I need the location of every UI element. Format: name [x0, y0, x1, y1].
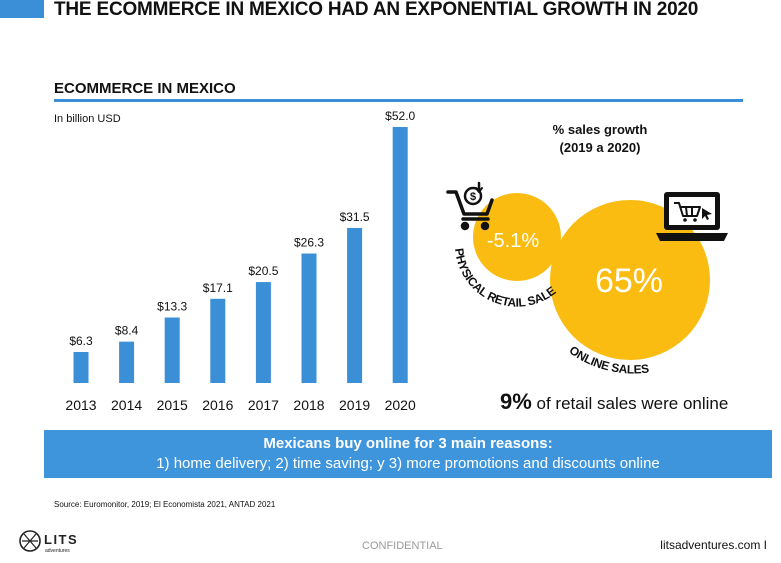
- x-tick-label-2019: 2019: [339, 397, 370, 413]
- bar-series: $6.3 2013 $8.4 2014 $13.3 2015 $17.1 2016 $20.5 2…: [65, 109, 416, 413]
- reasons-list: 1) home delivery; 2) time saving; y 3) m…: [156, 455, 660, 472]
- bar-2019: [347, 227, 363, 383]
- bar-2020: [392, 127, 408, 383]
- logo-subtext: adventures: [45, 548, 70, 554]
- x-tick-label-2013: 2013: [65, 397, 96, 413]
- laptop-cart-icon: [656, 192, 728, 241]
- bar-value-label-2013: $6.3: [69, 334, 93, 348]
- online-share-summary: 9% of retail sales were online: [500, 389, 728, 415]
- bar-value-label-2017: $20.5: [248, 264, 278, 278]
- bar-2016: [210, 298, 226, 383]
- x-tick-label-2014: 2014: [111, 397, 142, 413]
- lits-logo: LITS adventures: [18, 529, 108, 562]
- bar-value-label-2016: $17.1: [203, 281, 233, 295]
- bubble-chart: -5.1% 65% PHYSICAL RETAIL SALES ONLINE S…: [0, 0, 728, 377]
- shopping-cart-dollar-icon: $: [446, 181, 494, 231]
- x-tick-label-2017: 2017: [248, 397, 279, 413]
- confidential-label: CONFIDENTIAL: [362, 540, 443, 552]
- bubble-physical-value: -5.1%: [487, 230, 539, 252]
- bar-2014: [119, 341, 135, 383]
- svg-text:$: $: [470, 191, 476, 203]
- x-tick-label-2018: 2018: [293, 397, 324, 413]
- online-share-value: 9%: [500, 389, 532, 414]
- reasons-heading: Mexicans buy online for 3 main reasons:: [263, 435, 553, 452]
- online-share-text: of retail sales were online: [531, 394, 729, 413]
- bar-value-label-2020: $52.0: [385, 109, 415, 123]
- growth-title-line-1: % sales growth: [552, 122, 648, 137]
- title-accent-block: [0, 0, 44, 18]
- growth-title: % sales growth (2019 a 2020): [520, 121, 680, 157]
- x-tick-label-2020: 2020: [385, 397, 416, 413]
- bubble-online-value: 65%: [595, 262, 663, 300]
- logo-mark: LITS adventures: [19, 530, 78, 554]
- bar-2018: [301, 253, 317, 383]
- bar-2017: [255, 282, 271, 383]
- x-tick-label-2015: 2015: [157, 397, 188, 413]
- page-title: THE ECOMMERCE IN MEXICO HAD AN EXPONENTI…: [54, 0, 699, 20]
- reasons-banner: Mexicans buy online for 3 main reasons: …: [44, 430, 772, 478]
- bar-2013: [73, 351, 89, 383]
- bubble-physical-retail: [473, 193, 561, 281]
- website-link[interactable]: litsadventures.com I: [660, 538, 767, 552]
- bar-value-label-2019: $31.5: [340, 210, 370, 224]
- bar-value-label-2018: $26.3: [294, 236, 324, 250]
- bar-value-label-2015: $13.3: [157, 300, 187, 314]
- section-title: ECOMMERCE IN MEXICO: [54, 80, 236, 97]
- source-note: Source: Euromonitor, 2019; El Economista…: [54, 500, 276, 509]
- growth-title-line-2: (2019 a 2020): [559, 140, 641, 155]
- physical-retail-label: PHYSICAL RETAIL SALES: [0, 0, 558, 310]
- bar-2015: [164, 317, 180, 383]
- section-divider: [54, 99, 743, 102]
- x-tick-label-2016: 2016: [202, 397, 233, 413]
- logo-text: LITS: [44, 532, 78, 547]
- chart-unit-label: In billion USD: [54, 113, 121, 125]
- bar-value-label-2014: $8.4: [115, 324, 139, 338]
